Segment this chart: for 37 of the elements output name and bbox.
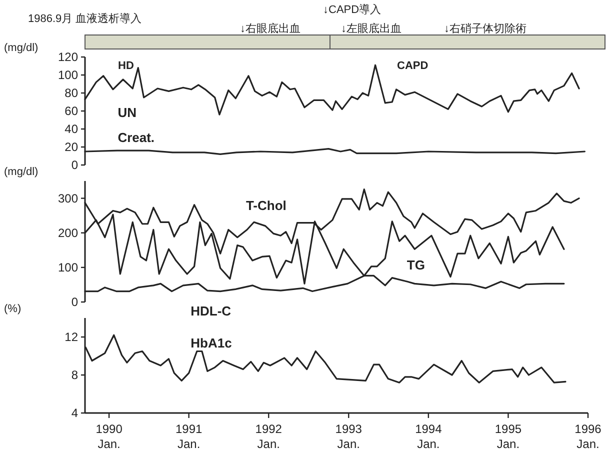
y-tick-label: 40 [64,122,78,136]
x-tick-label: 1996 Jan. [574,422,602,451]
y-tick-label: 12 [64,330,78,344]
y-tick-label: 100 [58,260,78,274]
y-axis-title: (mg/dl) [4,42,38,54]
y-tick-label: 100 [58,68,78,82]
y-tick-label: 300 [58,191,78,206]
x-tick-label: 1993 Jan. [335,422,362,451]
x-tick-label: 1995 Jan. [494,422,522,451]
x-tick-label: 1991 Jan. [175,422,203,451]
text: ↓右眼底出血 [240,22,300,35]
y-tick-label: 0 [71,295,78,309]
annotation: HD [118,60,134,72]
x-tick-label: 1992 Jan. [255,422,282,451]
series-label: T-Chol [246,198,286,214]
series-label: UN [118,105,136,120]
x-tick-label: 1994 Jan. [415,422,442,451]
x-tick-label: 1990 Jan. [96,422,123,451]
y-axis-title: (%) [4,303,22,315]
series-label: TG [406,257,425,272]
series-label: HbA1c [190,336,232,351]
y-tick-label: 80 [64,86,78,100]
annotation: CAPD [397,60,428,72]
series-label: HDL-C [190,303,232,318]
text: 1986.9月 血液透析導入 [28,12,142,25]
y-tick-label: 0 [71,158,78,172]
y-tick-label: 120 [58,50,78,64]
text: ↓右硝子体切除術 [444,22,526,35]
text: ↓左眼底出血 [341,22,402,35]
text: ↓CAPD導入 [323,3,382,16]
y-axis-title: (mg/dl) [4,166,38,178]
series-label: Creat. [118,130,155,145]
y-tick-label: 20 [64,140,78,154]
y-tick-label: 200 [58,226,78,240]
y-tick-label: 8 [71,368,78,382]
y-tick-label: 60 [64,104,78,118]
y-tick-label: 4 [71,406,78,420]
